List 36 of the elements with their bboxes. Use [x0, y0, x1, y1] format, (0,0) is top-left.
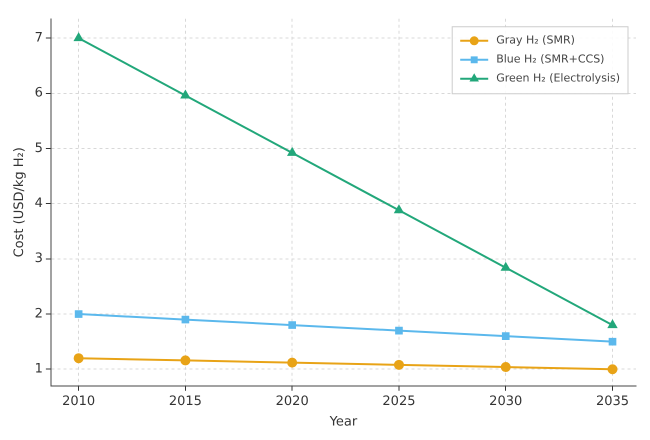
point	[180, 355, 190, 366]
point	[501, 262, 510, 271]
point	[287, 358, 298, 368]
y-tick-label: 7	[34, 30, 43, 46]
legend-label: Gray H₂ (SMR)	[496, 34, 575, 47]
y-axis-title: Cost (USD/kg H₂)	[12, 147, 28, 258]
x-axis-title: Year	[328, 414, 358, 430]
point	[608, 338, 616, 346]
point	[394, 205, 404, 214]
x-tick-label: 2025	[382, 394, 416, 409]
y-tick-label: 1	[34, 362, 43, 377]
point	[180, 90, 190, 99]
legend-label: Green H₂ (Electrolysis)	[496, 72, 620, 85]
x-tick-label: 2020	[276, 394, 309, 409]
point	[74, 353, 84, 364]
point	[608, 320, 617, 328]
point	[288, 321, 296, 329]
point	[608, 364, 618, 374]
x-tick-label: 2015	[168, 394, 202, 409]
point	[74, 33, 84, 42]
point	[74, 310, 82, 318]
point	[395, 326, 403, 334]
y-tick-label: 2	[34, 306, 43, 322]
point	[500, 362, 511, 372]
x-tick-label: 2030	[489, 394, 522, 409]
x-tick-label: 2010	[62, 394, 96, 409]
point	[394, 360, 404, 370]
y-tick-label: 5	[34, 140, 43, 156]
x-tick-label: 2035	[596, 394, 630, 409]
y-tick-label: 4	[34, 196, 43, 212]
y-tick-label: 6	[34, 86, 43, 101]
legend-label: Blue H₂ (SMR+CCS)	[496, 52, 604, 66]
y-tick-label: 3	[34, 251, 43, 266]
point	[288, 148, 297, 156]
point	[502, 332, 510, 340]
point	[182, 316, 190, 324]
